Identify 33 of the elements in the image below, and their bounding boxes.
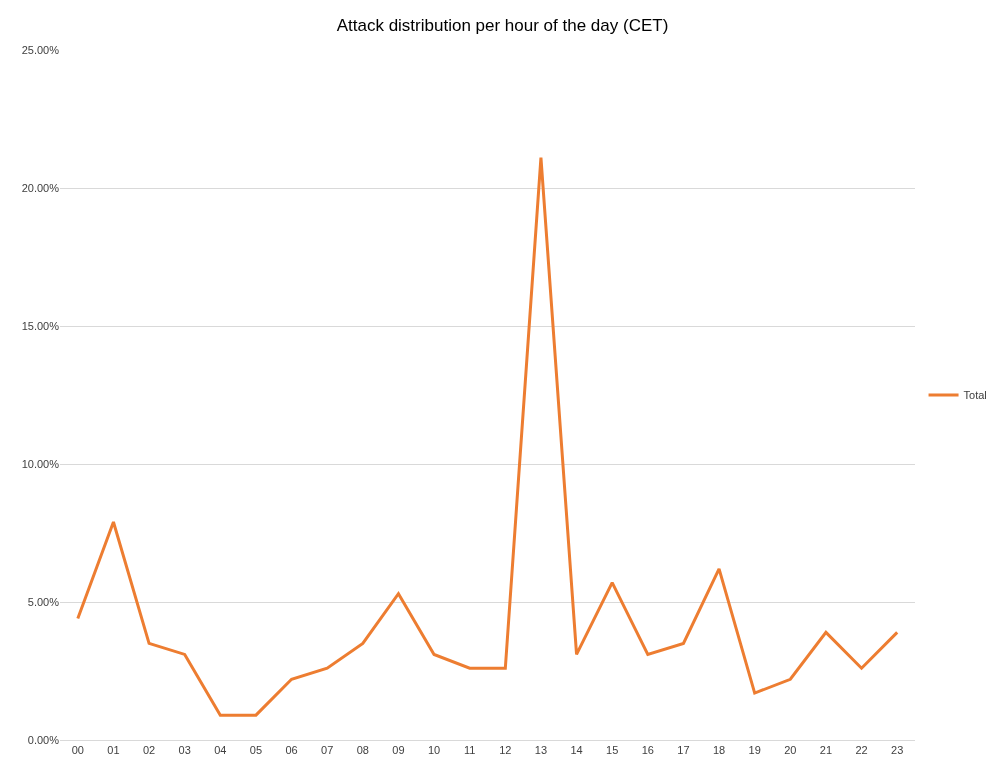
x-tick-label: 02 <box>142 744 156 757</box>
x-tick-label: 15 <box>606 744 619 757</box>
x-tick-label: 18 <box>712 744 726 757</box>
x-tick-label: 19 <box>748 744 761 757</box>
x-tick-label: 17 <box>677 744 690 757</box>
x-tick-label: 20 <box>784 744 797 757</box>
y-tick-label: 5.00% <box>27 595 60 608</box>
x-tick-label: 11 <box>463 744 476 757</box>
x-tick-label: 07 <box>321 744 334 757</box>
x-tick-label: 04 <box>214 744 227 757</box>
x-tick-label: 21 <box>819 744 833 757</box>
legend-label: Total <box>963 389 987 402</box>
x-tick-label: 10 <box>427 744 441 757</box>
x-tick-label: 06 <box>285 744 298 757</box>
line-series <box>76 156 899 717</box>
y-tick-label: 10.00% <box>21 457 60 470</box>
x-tick-label: 16 <box>641 744 654 757</box>
x-tick-label: 09 <box>392 744 405 757</box>
x-tick-label: 23 <box>891 744 904 757</box>
y-tick-label: 15.00% <box>21 319 60 332</box>
x-tick-label: 01 <box>107 744 120 757</box>
y-tick-label: 0.00% <box>27 733 60 746</box>
x-tick-label: 08 <box>356 744 369 757</box>
x-tick-label: 14 <box>570 744 583 757</box>
x-tick-label: 12 <box>499 744 512 757</box>
chart-title: Attack distribution per hour of the day (CET) <box>336 16 669 36</box>
x-tick-label: 03 <box>178 744 191 757</box>
y-tick-label: 25.00% <box>21 43 60 56</box>
x-tick-label: 00 <box>71 744 84 757</box>
y-tick-label: 20.00% <box>21 181 60 194</box>
x-tick-label: 05 <box>249 744 263 757</box>
x-tick-label: 13 <box>534 744 548 757</box>
x-tick-label: 22 <box>855 744 868 757</box>
